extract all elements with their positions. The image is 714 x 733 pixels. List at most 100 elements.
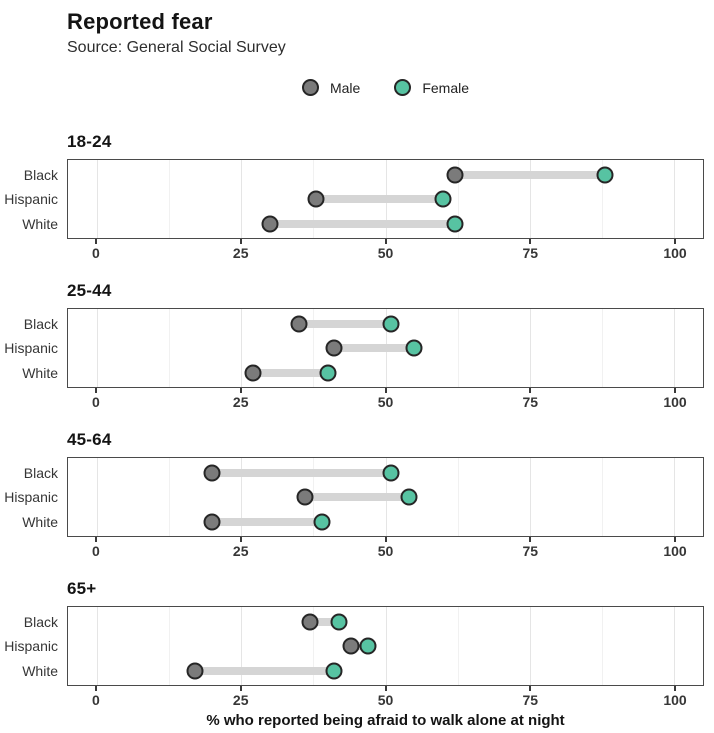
female-swatch-icon [394,79,412,97]
x-tick-mark [529,686,532,692]
y-axis-label: Black [23,464,58,481]
female-dot [382,464,400,482]
female-dot [313,513,331,531]
x-tick-label: 50 [377,692,394,709]
connector-bar [212,468,392,477]
gridline-major [241,607,243,686]
gridline-minor [457,607,459,686]
gridline-minor [601,607,603,686]
x-tick-label: 100 [663,543,687,560]
y-axis-label: White [22,662,58,679]
male-dot [307,190,325,208]
female-dot [446,215,464,233]
x-tick-label: 25 [232,394,249,411]
x-axis-title: % who reported being afraid to walk alon… [206,712,565,730]
x-axis: 0 25 50 75 100 [67,239,704,263]
x-tick-label: 50 [377,543,394,560]
gridline-major [96,309,98,388]
male-dot [290,315,308,333]
connector-bar [304,493,409,502]
x-tick-label: 25 [232,543,249,560]
connector-bar [454,170,605,179]
facet-title: 25-44 [67,281,112,301]
connector-bar [270,219,455,228]
male-dot [244,364,262,382]
facet-grid: 18-24 Black Hispanic White 0 25 50 75 100 25-44 Bl… [0,132,714,710]
facet-18-24: 18-24 Black Hispanic White 0 25 50 75 100 [4,132,704,263]
connector-bar [310,617,340,626]
gridline-minor [601,160,603,239]
gridline-major [529,160,531,239]
x-tick-mark [239,239,242,245]
x-tick-mark [384,686,387,692]
x-tick-mark [239,537,242,543]
x-axis: 0 25 50 75 100 [67,686,704,710]
x-tick-mark [674,537,677,543]
y-axis-label: White [22,513,58,530]
y-axis-label: Hispanic [4,191,58,208]
legend-item-male: Male [301,79,361,97]
x-tick-label: 25 [232,245,249,262]
x-tick-mark [529,537,532,543]
plot-panel: Black Hispanic White [4,606,704,687]
legend-item-female: Female [394,79,469,97]
plot-panel: Black Hispanic White [4,457,704,538]
gridline-major [529,458,531,537]
gridline-minor [457,309,459,388]
female-dot [596,166,614,184]
facet-65+: 65+ Black Hispanic White 0 25 50 75 100 [4,579,704,710]
female-dot [359,637,377,655]
x-tick-label: 75 [522,245,539,262]
y-axis-label: Black [23,315,58,332]
legend: Male Female [67,79,704,97]
male-dot [446,166,464,184]
y-axis-label: Hispanic [4,340,58,357]
gridline-major [674,309,676,388]
female-dot [325,662,343,680]
x-tick-mark [239,388,242,394]
legend-male-label: Male [329,79,361,96]
x-tick-mark [384,388,387,394]
facet-title: 65+ [67,579,97,599]
x-tick-label: 100 [663,245,687,262]
connector-bar [350,642,369,651]
x-tick-mark [674,388,677,394]
male-dot [296,488,314,506]
female-dot [405,339,423,357]
chart-header: Reported fear Source: General Social Sur… [0,0,714,57]
x-tick-label: 75 [522,543,539,560]
x-tick-mark [94,239,97,245]
female-dot [400,488,418,506]
connector-bar [316,195,444,204]
x-tick-label: 0 [92,394,100,411]
gridline-major [385,607,387,686]
y-axis-label: White [22,215,58,232]
male-dot [203,513,221,531]
plot-panel: Black Hispanic White [4,308,704,389]
gridline-major [674,160,676,239]
female-dot [319,364,337,382]
y-axis-label: Hispanic [4,489,58,506]
female-dot [330,613,348,631]
male-dot [203,464,221,482]
gridline-major [674,607,676,686]
x-tick-mark [94,537,97,543]
y-axis-label: Hispanic [4,638,58,655]
x-tick-mark [94,388,97,394]
x-tick-label: 0 [92,245,100,262]
gridline-major [96,607,98,686]
x-tick-mark [529,388,532,394]
x-tick-label: 25 [232,692,249,709]
x-tick-mark [384,537,387,543]
female-dot [434,190,452,208]
gridline-minor [313,309,315,388]
gridline-major [241,309,243,388]
gridline-minor [457,458,459,537]
gridline-major [529,607,531,686]
facet-title: 18-24 [67,132,112,152]
chart-title: Reported fear [67,9,213,34]
connector-bar [212,517,322,526]
gridline-major [241,458,243,537]
gridline-minor [601,309,603,388]
